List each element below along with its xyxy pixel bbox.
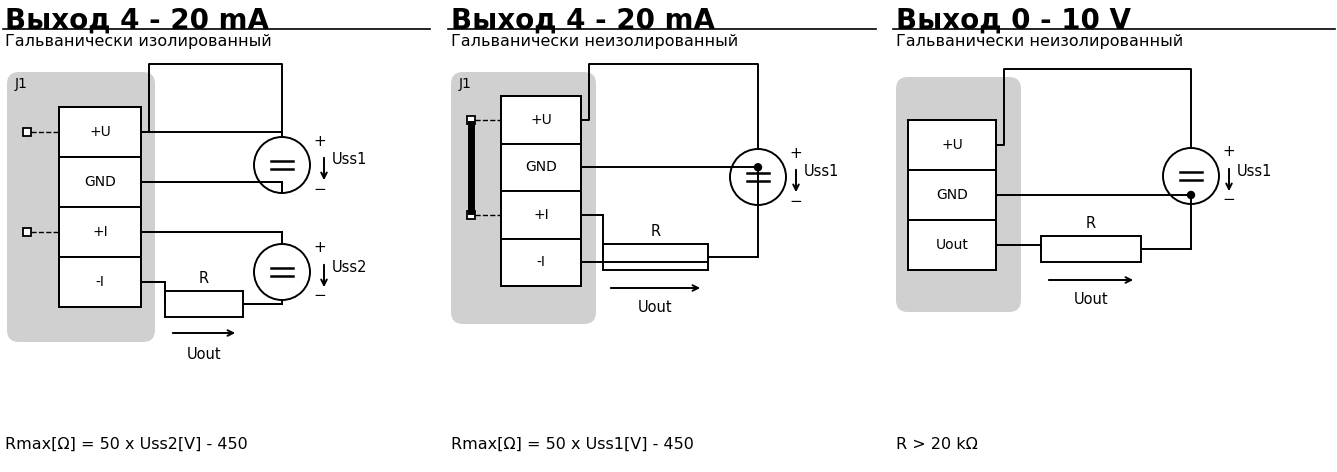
Text: Uout: Uout (1074, 292, 1108, 307)
Text: Uout: Uout (936, 238, 968, 252)
Text: -I: -I (536, 255, 545, 269)
Text: +: + (1222, 144, 1235, 160)
Circle shape (254, 137, 310, 193)
Text: -I: -I (95, 275, 104, 289)
Text: −: − (789, 194, 802, 209)
Text: GND: GND (525, 160, 558, 174)
Text: R: R (650, 224, 660, 239)
Text: Выход 4 - 20 mA: Выход 4 - 20 mA (451, 7, 715, 35)
Text: Выход 4 - 20 mA: Выход 4 - 20 mA (5, 7, 269, 35)
Circle shape (1163, 148, 1219, 204)
Text: +U: +U (531, 113, 552, 127)
Bar (908, 120, 996, 270)
Text: GND: GND (84, 175, 116, 189)
Text: Uout: Uout (638, 300, 673, 315)
FancyBboxPatch shape (451, 72, 596, 324)
Bar (501, 191, 582, 238)
Text: Гальванически неизолированный: Гальванически неизолированный (451, 34, 738, 49)
Circle shape (754, 164, 762, 171)
Bar (603, 244, 709, 270)
Text: Uss1: Uss1 (804, 165, 840, 179)
Text: +: + (313, 134, 326, 149)
Text: Uout: Uout (187, 347, 222, 362)
Text: Uss1: Uss1 (332, 152, 368, 168)
Bar (908, 120, 996, 170)
Circle shape (730, 149, 786, 205)
Bar (59, 207, 140, 257)
Text: Rmax[Ω] = 50 x Uss2[V] - 450: Rmax[Ω] = 50 x Uss2[V] - 450 (5, 437, 247, 452)
Text: Uss2: Uss2 (332, 260, 368, 275)
Circle shape (254, 244, 310, 300)
Text: Rmax[Ω] = 50 x Uss1[V] - 450: Rmax[Ω] = 50 x Uss1[V] - 450 (451, 437, 694, 452)
Text: Выход 0 - 10 V: Выход 0 - 10 V (896, 7, 1131, 35)
Bar (59, 257, 140, 307)
Bar (23, 228, 31, 236)
Text: J1: J1 (15, 77, 28, 91)
Bar (908, 220, 996, 270)
Text: R: R (199, 271, 209, 286)
Bar (501, 96, 582, 143)
Text: +: + (789, 145, 802, 160)
Bar (467, 211, 475, 219)
Bar (501, 143, 582, 191)
Bar (908, 170, 996, 220)
Text: +: + (313, 241, 326, 255)
FancyBboxPatch shape (7, 72, 155, 342)
Text: +I: +I (533, 208, 548, 222)
Bar (1042, 236, 1140, 262)
Bar (59, 107, 140, 307)
Text: −: − (313, 288, 326, 303)
Text: Гальванически изолированный: Гальванически изолированный (5, 34, 271, 49)
Bar (59, 157, 140, 207)
Text: +U: +U (941, 138, 963, 152)
Text: −: − (1222, 193, 1235, 208)
Circle shape (1187, 192, 1194, 199)
Text: +U: +U (90, 125, 111, 139)
Bar (501, 238, 582, 286)
Text: −: − (313, 182, 326, 196)
Text: Гальванически неизолированный: Гальванически неизолированный (896, 34, 1183, 49)
Bar (23, 128, 31, 136)
Bar (59, 107, 140, 157)
Text: J1: J1 (459, 77, 472, 91)
Bar (467, 116, 475, 124)
Text: R: R (1086, 216, 1096, 231)
Bar (164, 291, 243, 317)
FancyBboxPatch shape (896, 77, 1021, 312)
Text: +I: +I (92, 225, 108, 239)
Text: GND: GND (936, 188, 968, 202)
Text: R > 20 kΩ: R > 20 kΩ (896, 437, 977, 452)
Text: Uss1: Uss1 (1237, 163, 1273, 178)
Bar (501, 96, 582, 286)
